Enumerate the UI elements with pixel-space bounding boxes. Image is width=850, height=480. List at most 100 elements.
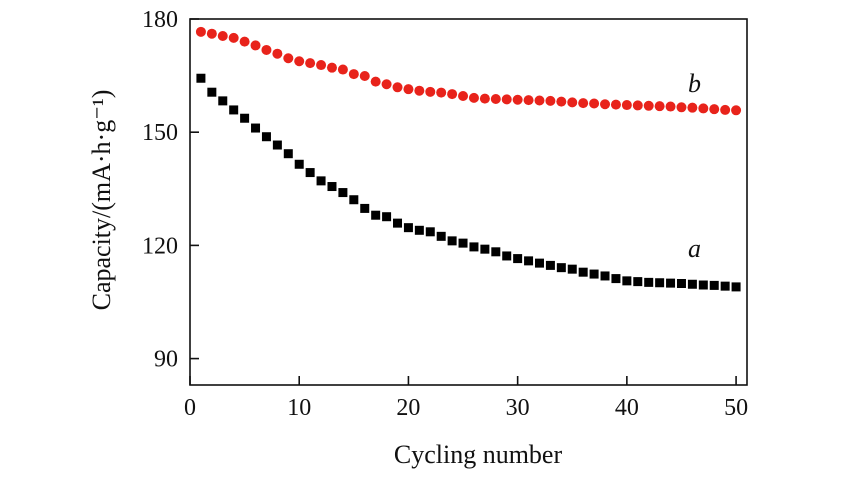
data-point-a	[720, 281, 730, 291]
y-tick-label: 180	[142, 7, 178, 33]
data-point-a	[272, 140, 282, 150]
data-point-b	[523, 95, 534, 106]
data-point-a	[655, 278, 665, 288]
x-tick-label: 20	[396, 395, 420, 421]
data-marks	[195, 26, 742, 292]
data-point-a	[666, 278, 676, 288]
plot-frame	[189, 18, 748, 386]
x-axis-label: Cycling number	[394, 440, 563, 469]
data-point-b	[217, 30, 228, 41]
data-point-b	[425, 86, 436, 97]
x-tick-label: 40	[615, 395, 639, 421]
data-point-a	[218, 96, 228, 106]
data-point-b	[337, 64, 348, 75]
y-axis-label: Capacity/(mA·h·g⁻¹)	[87, 90, 116, 311]
x-tick-label: 0	[184, 395, 196, 421]
y-tick-label: 150	[142, 120, 178, 146]
data-point-a	[502, 251, 512, 261]
data-point-a	[469, 242, 479, 252]
data-point-a	[600, 271, 610, 281]
data-point-a	[545, 260, 555, 270]
data-point-b	[381, 79, 392, 90]
data-point-a	[316, 176, 326, 186]
data-point-b	[370, 76, 381, 87]
data-point-a	[611, 274, 621, 284]
data-point-a	[229, 105, 239, 115]
data-point-b	[195, 26, 206, 37]
data-point-a	[207, 87, 217, 97]
data-point-a	[578, 267, 588, 277]
data-point-a	[414, 225, 424, 235]
data-point-b	[698, 103, 709, 114]
data-point-b	[283, 53, 294, 64]
data-point-a	[491, 247, 501, 257]
data-point-b	[294, 56, 305, 67]
data-point-b	[272, 48, 283, 59]
data-point-b	[567, 97, 578, 108]
data-point-b	[621, 100, 632, 111]
data-point-a	[436, 231, 446, 241]
data-point-b	[490, 93, 501, 104]
data-point-b	[305, 58, 316, 69]
data-point-b	[501, 94, 512, 105]
data-point-b	[534, 95, 545, 106]
data-point-a	[709, 280, 719, 290]
data-point-b	[610, 99, 621, 110]
data-point-a	[371, 210, 381, 220]
data-point-b	[709, 104, 720, 115]
data-point-b	[348, 69, 359, 80]
data-point-a	[393, 218, 403, 228]
data-point-b	[665, 101, 676, 112]
data-point-b	[731, 105, 742, 116]
data-point-b	[676, 102, 687, 113]
data-point-b	[589, 98, 600, 109]
axis-ticks: 0 10 20 30 40 50 90 120 150 180	[142, 7, 748, 421]
data-point-a	[261, 132, 271, 142]
data-point-a	[698, 280, 708, 290]
data-point-b	[654, 101, 665, 112]
y-tick-label: 90	[154, 347, 178, 373]
data-point-a	[644, 277, 654, 287]
data-point-a	[403, 223, 413, 233]
data-point-a	[240, 113, 250, 123]
y-tick-label: 120	[142, 233, 178, 259]
data-point-b	[359, 70, 370, 81]
data-point-b	[632, 100, 643, 111]
data-point-b	[687, 102, 698, 113]
data-point-b	[228, 32, 239, 43]
data-point-b	[600, 99, 611, 110]
data-point-b	[720, 104, 731, 115]
data-point-a	[305, 168, 315, 178]
data-point-b	[250, 40, 261, 51]
data-point-b	[512, 94, 523, 105]
data-point-b	[479, 93, 490, 104]
data-point-b	[458, 90, 469, 101]
data-point-a	[731, 282, 741, 292]
data-point-a	[567, 264, 577, 274]
data-point-b	[414, 85, 425, 96]
data-point-a	[633, 277, 643, 287]
data-point-a	[294, 159, 304, 169]
data-point-b	[239, 36, 250, 47]
x-tick-label: 10	[287, 395, 311, 421]
data-point-b	[403, 84, 414, 95]
data-point-a	[360, 203, 370, 213]
data-point-b	[326, 62, 337, 73]
data-point-a	[513, 254, 523, 264]
data-point-a	[196, 73, 206, 83]
data-point-a	[556, 263, 566, 273]
data-point-a	[251, 123, 261, 133]
data-point-a	[622, 276, 632, 286]
data-point-a	[534, 258, 544, 268]
data-point-b	[436, 87, 447, 98]
data-point-b	[447, 89, 458, 100]
x-tick-label: 50	[724, 395, 748, 421]
x-tick-label: 30	[506, 395, 530, 421]
data-point-a	[447, 236, 457, 246]
data-point-b	[316, 60, 327, 71]
data-point-b	[545, 95, 556, 106]
data-point-a	[338, 188, 348, 198]
data-point-a	[349, 195, 359, 205]
data-point-b	[556, 96, 567, 107]
